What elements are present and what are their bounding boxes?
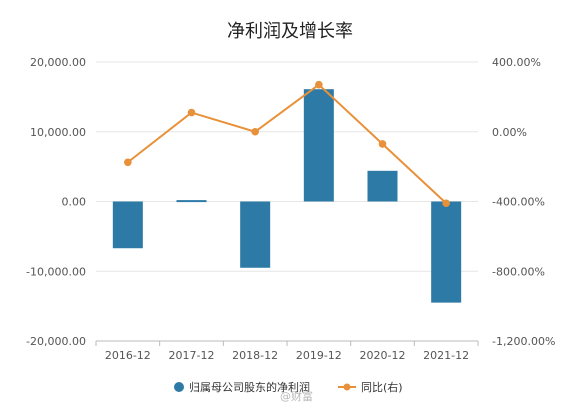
right-tick-label: 0.00% [492, 126, 527, 139]
right-axis: 400.00% 0.00% -400.00% -800.00% -1,200.00% [492, 56, 555, 348]
bar [112, 201, 143, 249]
x-tick-label: 2017-12 [169, 349, 215, 362]
line-point [251, 127, 259, 136]
line-series [124, 80, 450, 208]
watermark: @财富 [280, 389, 313, 403]
right-tick-label: -400.00% [492, 196, 545, 209]
line-point [187, 108, 196, 117]
right-tick-label: -800.00% [492, 265, 545, 278]
line-point [378, 140, 387, 148]
bar [176, 200, 207, 203]
x-tick-label: 2020-12 [360, 349, 406, 362]
bar [367, 170, 398, 202]
x-tick-label: 2019-12 [296, 349, 342, 362]
bar-series [112, 89, 462, 303]
right-tick-label: -1,200.00% [492, 335, 555, 348]
legend-bar-label: 归属母公司股东的净利润 [189, 380, 310, 394]
x-axis: 2016-12 2017-12 2018-12 2019-12 2020-12 2021-… [95, 340, 479, 362]
legend-line-label: 同比(右) [361, 380, 403, 394]
gridlines [96, 61, 478, 342]
left-tick-label: 20,000.00 [30, 56, 86, 69]
bar [240, 201, 271, 268]
left-axis: 20,000.00 10,000.00 0.00 -10,000.00 -20,000.… [26, 56, 86, 348]
right-tick-label: 400.00% [492, 56, 541, 69]
line-point [442, 199, 450, 208]
line-point [124, 158, 132, 167]
x-tick-label: 2018-12 [232, 349, 278, 362]
series-line [127, 83, 447, 204]
x-tick-label: 2016-12 [105, 349, 151, 362]
legend: 归属母公司股东的净利润 同比(右) [174, 380, 403, 394]
legend-line-swatch [343, 383, 351, 391]
x-tick-label: 2021-12 [423, 349, 469, 362]
chart-title: 净利润及增长率 [227, 21, 353, 42]
line-point [315, 80, 323, 89]
left-tick-label: -20,000.00 [26, 335, 86, 348]
legend-bar-swatch [174, 382, 184, 392]
bar [431, 201, 462, 303]
left-tick-label: 10,000.00 [30, 126, 86, 139]
left-tick-label: 0.00 [62, 196, 87, 209]
bar [303, 89, 334, 202]
left-tick-label: -10,000.00 [26, 265, 86, 278]
